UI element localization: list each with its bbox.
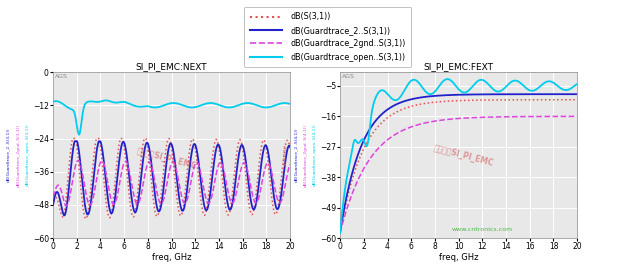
X-axis label: freq, GHz: freq, GHz bbox=[152, 253, 192, 262]
Text: dB(Guardtrace_open..S(3,1)): dB(Guardtrace_open..S(3,1)) bbox=[26, 124, 30, 186]
Legend: dB(S(3,1)), dB(Guardtrace_2..S(3,1)), dB(Guardtrace_2gnd..S(3,1)), dB(Guardtrace: dB(S(3,1)), dB(Guardtrace_2..S(3,1)), dB… bbox=[244, 7, 411, 67]
Title: SI_PI_EMC:FEXT: SI_PI_EMC:FEXT bbox=[424, 62, 494, 71]
Text: dB(Guardtrace_open..S(4,1)): dB(Guardtrace_open..S(4,1)) bbox=[313, 124, 317, 186]
Text: dB(Guardtrace_2gnd..S(4,1)): dB(Guardtrace_2gnd..S(4,1)) bbox=[303, 124, 308, 187]
Text: dB(Guardtrace_2gnd..S(3,1)): dB(Guardtrace_2gnd..S(3,1)) bbox=[16, 124, 21, 187]
Text: dB(S(3,1)): dB(S(3,1)) bbox=[0, 144, 1, 166]
Text: 公众号：SI_PI_EMC: 公众号：SI_PI_EMC bbox=[432, 143, 494, 168]
Text: dB(Guardtrace_2..S(3,1)): dB(Guardtrace_2..S(3,1)) bbox=[7, 128, 11, 182]
Title: SI_PI_EMC:NEXT: SI_PI_EMC:NEXT bbox=[136, 62, 207, 71]
Text: AGS: AGS bbox=[343, 74, 355, 79]
Text: dB(Guardtrace_2..S(4,1)): dB(Guardtrace_2..S(4,1)) bbox=[294, 128, 298, 182]
Text: www.cntronics.com: www.cntronics.com bbox=[452, 227, 513, 232]
Text: AGS: AGS bbox=[56, 74, 68, 79]
Text: 公众号：SI_PI_EMC: 公众号：SI_PI_EMC bbox=[136, 146, 198, 171]
Text: dB(S(4,1)): dB(S(4,1)) bbox=[284, 144, 288, 166]
X-axis label: freq, GHz: freq, GHz bbox=[439, 253, 479, 262]
